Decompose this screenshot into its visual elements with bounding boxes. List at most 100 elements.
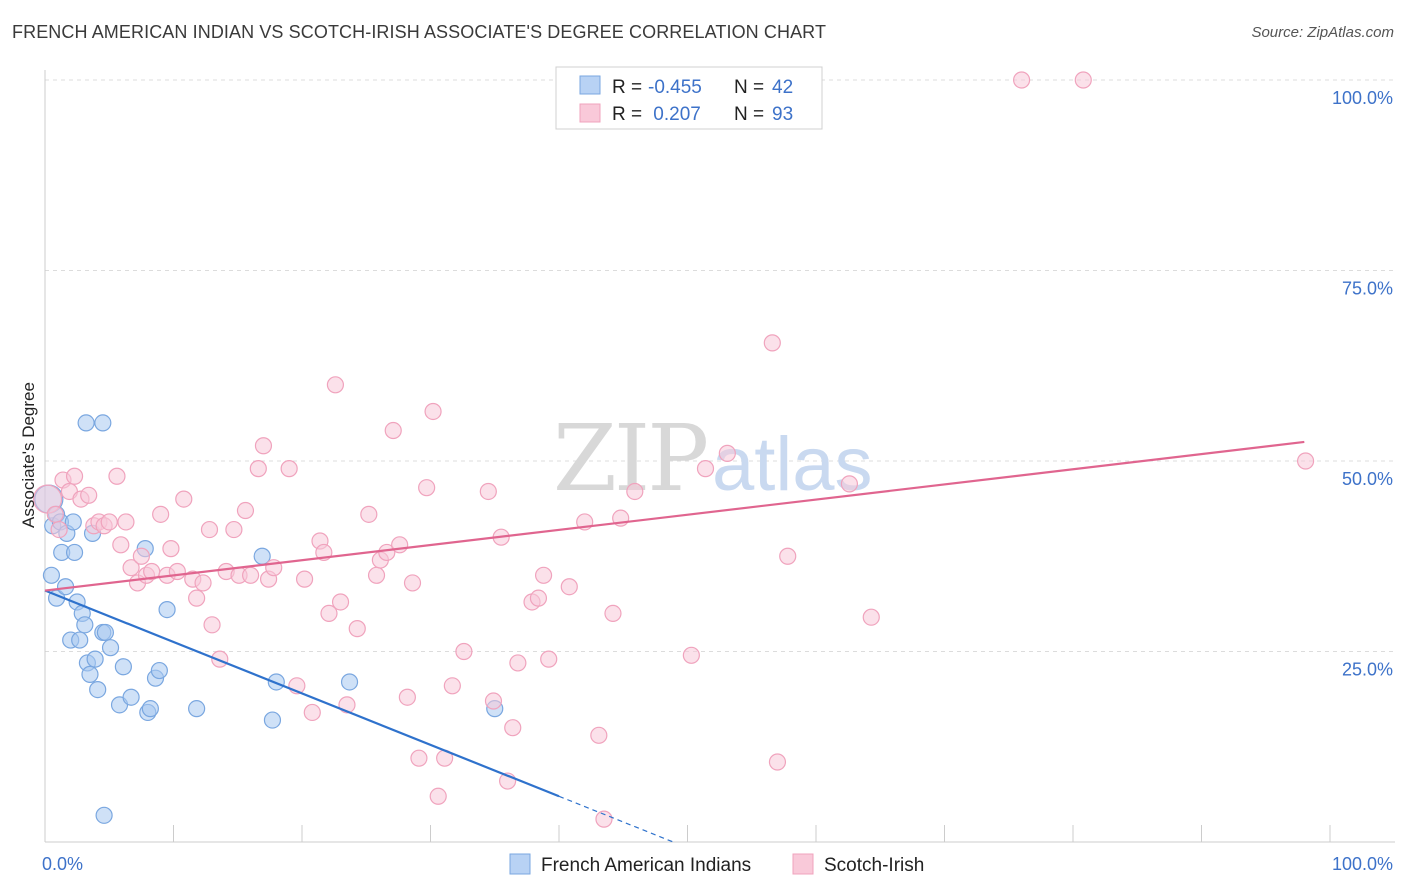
point-scotch-irish-35: [242, 566, 260, 584]
point-scotch-irish-75: [540, 650, 558, 668]
point-scotch-irish-26: [188, 589, 206, 607]
point-scotch-irish-40: [280, 460, 298, 478]
point-french-american-indians-11: [65, 543, 84, 562]
tick-labels: 25.0% 50.0% 75.0% 100.0% 0.0% 100.0%: [42, 88, 1393, 874]
point-french-american-indians-4: [42, 566, 61, 584]
point-scotch-irish-22: [162, 540, 180, 558]
point-scotch-irish-15: [122, 559, 140, 577]
x-tick-label-left: 0.0%: [42, 854, 83, 874]
legend-r-label-1: R =: [612, 77, 642, 98]
point-french-american-indians-26: [122, 688, 140, 706]
legend-item-scotch-irish: Scotch-Irish: [824, 855, 924, 876]
point-french-american-indians-22: [96, 623, 114, 642]
point-scotch-irish-79: [595, 810, 613, 828]
point-scotch-irish-34: [236, 501, 255, 520]
point-scotch-irish-1: [46, 505, 64, 523]
point-french-american-indians-37: [340, 673, 359, 691]
point-scotch-irish-46: [320, 604, 338, 623]
point-french-american-indians-31: [150, 661, 168, 680]
legend-n-label-2: N =: [734, 104, 764, 125]
point-french-american-indians-20: [89, 680, 107, 699]
scatter-points: [32, 71, 1315, 828]
point-scotch-irish-23: [168, 562, 186, 581]
point-scotch-irish-70: [504, 719, 522, 737]
point-scotch-irish-36: [249, 460, 267, 478]
point-french-american-indians-35: [263, 711, 282, 729]
point-scotch-irish-12: [108, 467, 126, 485]
chart-title: FRENCH AMERICAN INDIAN VS SCOTCH-IRISH A…: [12, 22, 827, 42]
point-scotch-irish-2: [50, 520, 68, 539]
point-scotch-irish-20: [152, 505, 170, 523]
trend-line-extension-0: [558, 795, 675, 844]
legend-item-french-american-indians: French American Indians: [541, 855, 751, 876]
point-scotch-irish-59: [410, 749, 428, 767]
point-scotch-irish-27: [194, 574, 212, 592]
point-french-american-indians-39: [95, 806, 113, 824]
trend-line-0: [44, 589, 560, 798]
point-french-american-indians-10: [64, 513, 82, 531]
point-french-american-indians-19: [86, 650, 104, 668]
point-scotch-irish-90: [862, 608, 880, 626]
legend-item-french-american-indians-swatch: [509, 853, 531, 875]
point-french-american-indians-13: [71, 631, 89, 649]
point-scotch-irish-50: [348, 620, 366, 638]
point-french-american-indians-40: [94, 414, 112, 432]
axes: [44, 70, 1395, 843]
point-scotch-irish-54: [378, 543, 396, 562]
point-scotch-irish-66: [479, 482, 497, 501]
point-scotch-irish-61: [424, 402, 442, 421]
point-scotch-irish-57: [398, 688, 416, 706]
point-scotch-irish-32: [225, 520, 243, 539]
point-scotch-irish-43: [303, 703, 321, 722]
point-scotch-irish-76: [560, 578, 578, 596]
source-label: Source: ZipAtlas.com: [1251, 24, 1394, 41]
point-scotch-irish-64: [443, 677, 461, 695]
legend-n-value-1: 42: [772, 77, 793, 98]
point-scotch-irish-89: [840, 475, 859, 493]
point-scotch-irish-71: [509, 654, 527, 672]
point-scotch-irish-37: [254, 437, 273, 455]
x-tick-label-right: 100.0%: [1332, 854, 1393, 874]
point-scotch-irish-65: [455, 642, 473, 661]
point-scotch-irish-58: [403, 574, 422, 592]
watermark-atlas: atlas: [712, 422, 873, 507]
legend-n-label-1: N =: [734, 77, 764, 98]
point-french-american-indians-25: [114, 658, 132, 676]
point-french-american-indians-15: [76, 616, 94, 634]
point-scotch-irish-87: [768, 753, 787, 771]
point-scotch-irish-78: [590, 726, 608, 744]
legend-n-value-2: 93: [772, 104, 793, 125]
legend-item-scotch-irish-swatch: [792, 853, 814, 875]
legend-r-value-2: 0.207: [648, 104, 701, 125]
point-french-american-indians-41: [77, 414, 95, 432]
point-scotch-irish-51: [360, 505, 378, 523]
point-scotch-irish-85: [718, 444, 736, 462]
y-tick-label-50: 50.0%: [1342, 469, 1393, 489]
point-scotch-irish-5: [65, 467, 84, 485]
point-scotch-irish-86: [763, 334, 781, 352]
point-french-american-indians-23: [101, 639, 120, 657]
point-scotch-irish-67: [484, 692, 503, 710]
legend-swatch-blue: [579, 75, 601, 95]
legend-swatch-pink: [579, 103, 601, 123]
stats-legend: R = -0.455 N = 42 R = 0.207 N = 93: [555, 66, 823, 130]
point-scotch-irish-47: [326, 376, 345, 394]
point-scotch-irish-82: [626, 482, 644, 501]
point-scotch-irish-28: [200, 520, 219, 539]
point-scotch-irish-29: [203, 616, 221, 634]
point-scotch-irish-11: [100, 513, 118, 531]
point-scotch-irish-55: [384, 421, 402, 440]
point-scotch-irish-52: [367, 566, 386, 584]
point-scotch-irish-13: [112, 536, 130, 554]
point-french-american-indians-17: [81, 665, 99, 683]
point-scotch-irish-48: [331, 593, 350, 611]
point-scotch-irish-93: [1296, 452, 1315, 470]
point-scotch-irish-74: [534, 566, 553, 584]
watermark: ZIP atlas: [553, 405, 873, 512]
point-scotch-irish-80: [604, 604, 622, 623]
y-tick-label-75: 75.0%: [1342, 279, 1393, 299]
point-scotch-irish-7: [80, 486, 98, 504]
point-french-american-indians-33: [188, 700, 206, 718]
legend-r-value-1: -0.455: [648, 77, 702, 98]
